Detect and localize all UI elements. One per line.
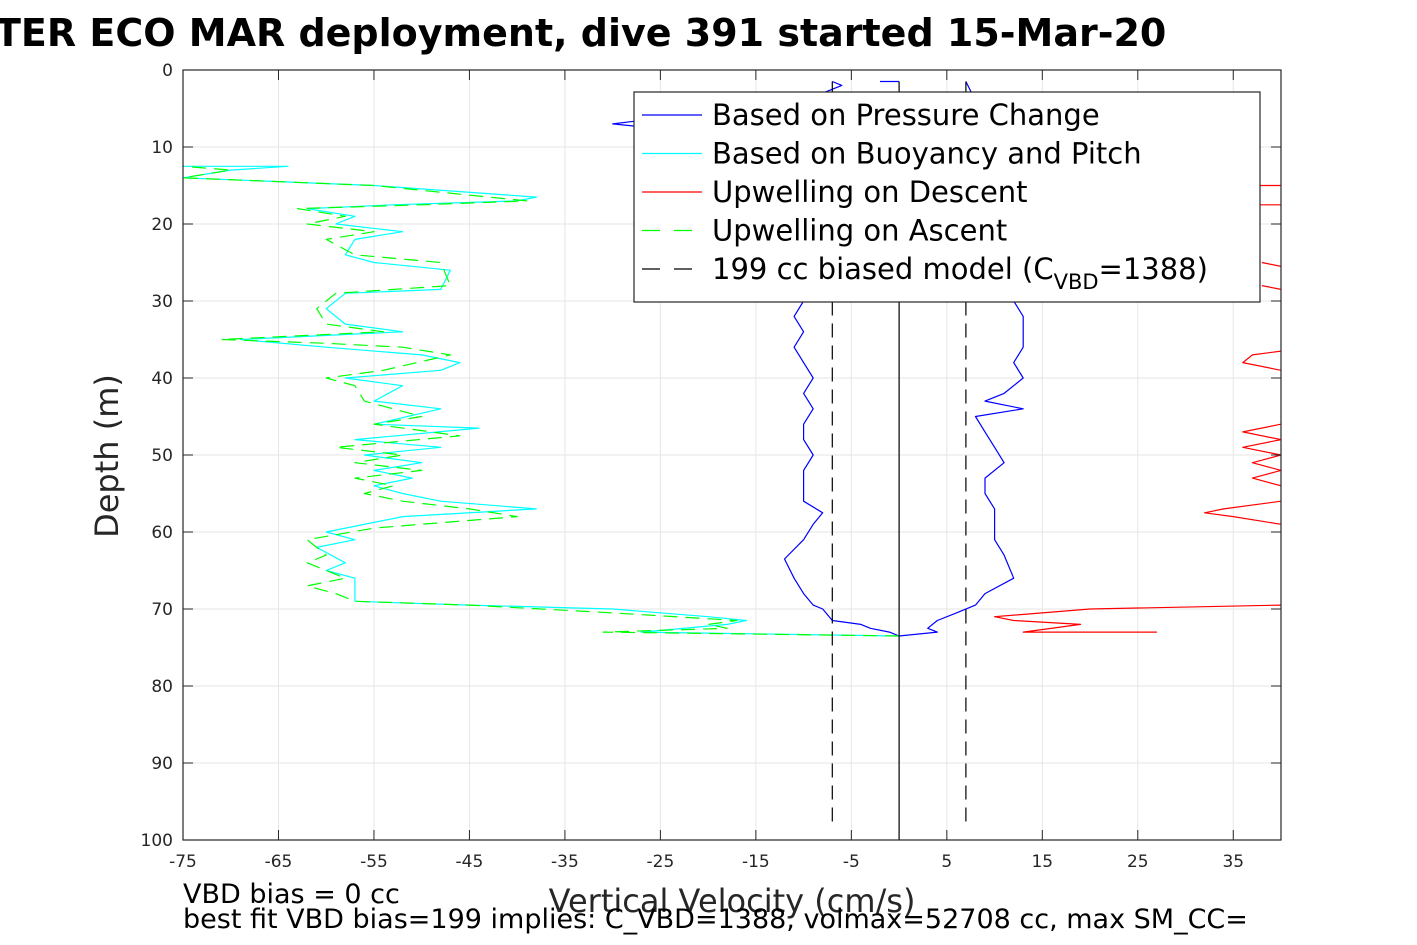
x-tick-label: 15: [1031, 852, 1053, 872]
series-line-upwelling-on-descent: [1242, 423, 1281, 487]
x-tick-label: -25: [647, 852, 675, 872]
x-tick-label: 35: [1222, 852, 1244, 872]
legend: Based on Pressure Change Based on Buoyanc…: [633, 91, 1261, 303]
legend-entry-label: Based on Buoyancy and Pitch: [712, 137, 1142, 171]
x-tick-label: -55: [360, 852, 388, 872]
y-tick-label: 50: [151, 446, 173, 466]
series-line-upwelling-on-ascent: [183, 165, 900, 637]
y-axis-label: Depth (m): [88, 374, 126, 538]
y-tick-label: 30: [151, 292, 173, 312]
y-tick-label: 60: [151, 523, 173, 543]
legend-entry-label: Based on Pressure Change: [712, 98, 1100, 132]
y-tick-label: 20: [151, 215, 173, 235]
y-tick-label: 0: [162, 61, 173, 81]
x-tick-label: 5: [941, 852, 952, 872]
y-tick-label: 40: [151, 369, 173, 389]
x-tick-label: -75: [169, 852, 197, 872]
series-line-upwelling-on-descent: [1261, 261, 1281, 267]
x-tick-label: -35: [551, 852, 579, 872]
y-tick-label: 100: [141, 831, 173, 851]
y-tick-label: 90: [151, 754, 173, 774]
series-line-upwelling-on-descent: [1261, 285, 1281, 290]
series-line-upwelling-on-descent: [993, 604, 1281, 633]
x-axis-label: Vertical Velocity (cm/s): [549, 882, 916, 920]
y-tick-label: 70: [151, 600, 173, 620]
series-line-upwelling-on-descent: [1203, 500, 1281, 525]
plot-frame: [182, 69, 1282, 841]
x-tick-label: -15: [742, 852, 770, 872]
y-tick-label: 80: [151, 677, 173, 697]
y-tick-label: 10: [151, 138, 173, 158]
x-tick-label: -65: [265, 852, 293, 872]
legend-box: [633, 91, 1261, 303]
x-tick-label: -5: [843, 852, 860, 872]
chart-title: TER ECO MAR deployment, dive 391 started…: [0, 11, 1166, 55]
axes: -75 -65 -55 -45 -35 -25 -15 -5 5 15 25 350102030405…: [141, 61, 1282, 872]
footer-line-2: best fit VBD bias=199 implies: C_VBD=138…: [183, 904, 1248, 935]
legend-entry-label: Upwelling on Ascent: [712, 214, 1007, 248]
x-tick-label: 25: [1127, 852, 1149, 872]
series-line-based-on-buoyancy-and-pitch: [183, 165, 900, 637]
x-tick-label: -45: [456, 852, 484, 872]
legend-entry-label: Upwelling on Descent: [712, 175, 1028, 209]
series-line-upwelling-on-descent: [1242, 350, 1281, 371]
footer-line-1: VBD bias = 0 cc: [183, 879, 400, 910]
